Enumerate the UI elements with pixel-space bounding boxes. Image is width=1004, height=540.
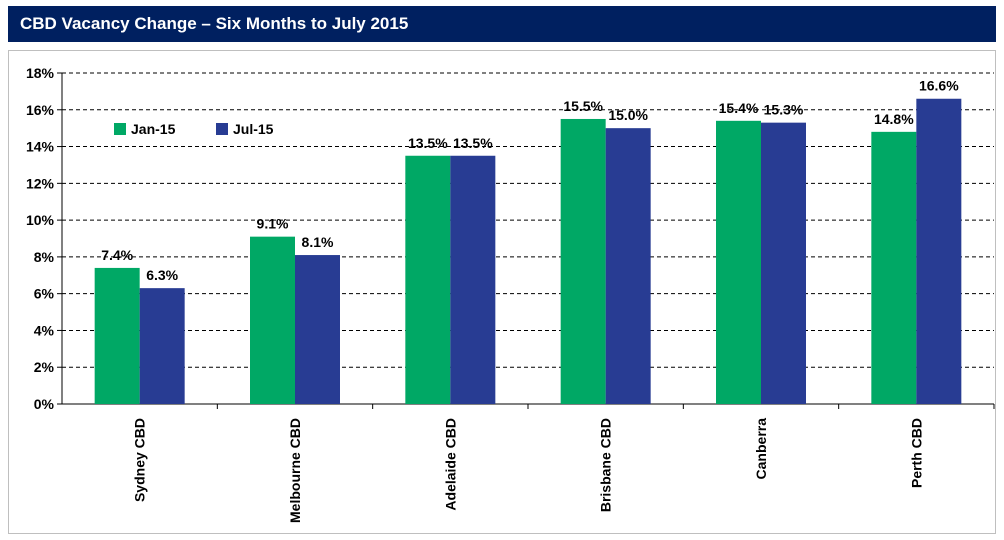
bar-jul-15 [761, 122, 806, 405]
data-label: 15.3% [764, 102, 804, 118]
bar-jan-15 [250, 236, 295, 404]
data-label: 9.1% [257, 216, 289, 232]
x-category-label: Sydney CBD [132, 418, 148, 502]
data-label: 16.6% [919, 78, 959, 94]
x-category-label: Perth CBD [908, 418, 924, 488]
x-category-label: Brisbane CBD [598, 418, 614, 512]
bar-jan-15 [405, 155, 451, 404]
legend-label: Jan-15 [131, 121, 176, 137]
chart-frame [8, 50, 996, 534]
legend-swatch [114, 123, 126, 135]
legend-swatch [216, 123, 228, 135]
y-tick-label: 10% [26, 212, 55, 228]
data-label: 15.0% [608, 107, 648, 123]
y-tick-label: 6% [34, 286, 55, 302]
legend-label: Jul-15 [233, 121, 274, 137]
x-category-label: Canberra [753, 418, 769, 480]
y-tick-label: 16% [26, 102, 55, 118]
bar-jan-15 [871, 131, 917, 404]
data-label: 14.8% [874, 111, 914, 127]
data-label: 7.4% [101, 247, 133, 263]
y-tick-label: 2% [34, 359, 55, 375]
y-tick-label: 0% [34, 396, 55, 412]
bar-jul-15 [916, 98, 962, 404]
bar-jan-15 [716, 120, 761, 405]
y-tick-label: 18% [26, 65, 55, 81]
y-tick-label: 12% [26, 175, 55, 191]
bar-jul-15 [295, 255, 340, 404]
bar-jan-15 [94, 267, 140, 404]
chart-title-bar: CBD Vacancy Change – Six Months to July … [8, 6, 996, 42]
y-tick-label: 4% [34, 322, 55, 338]
x-category-label: Adelaide CBD [442, 418, 458, 511]
bar-jan-15 [560, 118, 606, 404]
chart-title: CBD Vacancy Change – Six Months to July … [20, 14, 409, 33]
bar-jul-15 [605, 128, 651, 404]
x-category-label: Melbourne CBD [287, 418, 303, 523]
y-tick-label: 14% [26, 139, 55, 155]
data-label: 15.5% [563, 98, 603, 114]
bar-jul-15 [139, 288, 185, 404]
y-tick-label: 8% [34, 249, 55, 265]
data-label: 6.3% [146, 267, 178, 283]
bar-jul-15 [450, 155, 496, 404]
data-label: 13.5% [453, 135, 493, 151]
data-label: 15.4% [719, 100, 759, 116]
data-label: 8.1% [302, 234, 334, 250]
data-label: 13.5% [408, 135, 448, 151]
